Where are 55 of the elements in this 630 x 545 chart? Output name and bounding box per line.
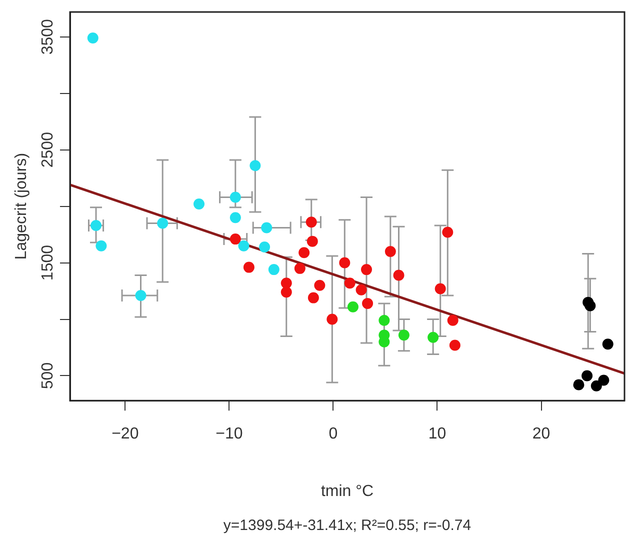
x-tick-label: −20 <box>112 426 139 443</box>
point <box>344 278 356 289</box>
point <box>157 218 168 229</box>
point <box>362 298 374 309</box>
point <box>261 222 272 234</box>
point <box>573 379 584 390</box>
point <box>280 278 292 289</box>
point <box>598 374 610 386</box>
point <box>398 330 410 341</box>
point <box>298 247 310 258</box>
point <box>268 264 280 276</box>
point <box>194 198 204 210</box>
x-tick-label: 10 <box>428 426 446 443</box>
point <box>584 300 596 312</box>
point <box>326 314 338 325</box>
point <box>280 286 292 298</box>
point <box>230 192 241 203</box>
point <box>449 340 460 351</box>
point <box>238 240 250 252</box>
point <box>230 234 241 245</box>
y-tick-label: 1500 <box>39 244 56 281</box>
point <box>308 292 319 304</box>
point <box>96 240 107 252</box>
point <box>347 301 358 312</box>
point <box>590 380 602 392</box>
x-tick-label: 0 <box>328 426 338 443</box>
x-tick-label: −10 <box>216 426 243 443</box>
y-tick-label: 500 <box>39 362 56 390</box>
point <box>428 332 439 343</box>
point <box>393 270 404 281</box>
point <box>360 264 372 276</box>
point <box>434 283 446 294</box>
point <box>294 262 306 274</box>
point <box>378 314 390 326</box>
point <box>356 284 367 296</box>
point <box>447 314 458 326</box>
point <box>314 280 326 291</box>
y-tick-label: 3500 <box>39 18 56 55</box>
y-axis-title: Lagecrit (jours) <box>13 152 30 260</box>
point <box>250 160 261 172</box>
point <box>306 236 318 247</box>
x-tick-label: 20 <box>532 426 550 443</box>
point <box>339 257 350 268</box>
x-axis-title: tmin °C <box>320 482 374 500</box>
point <box>243 262 254 273</box>
point <box>384 246 396 257</box>
point <box>602 338 614 350</box>
point <box>230 212 241 224</box>
point <box>135 290 146 302</box>
point <box>87 32 98 44</box>
point <box>259 241 270 252</box>
text: y=1399.54+-31.41x; R²=0.55; r=-0.74 <box>223 517 472 534</box>
y-tick-label: 2500 <box>39 132 56 168</box>
point <box>582 370 593 382</box>
point <box>442 226 454 238</box>
